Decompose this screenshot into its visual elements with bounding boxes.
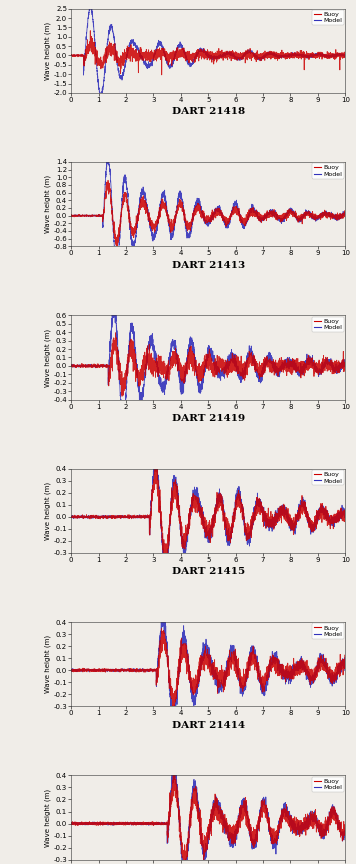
X-axis label: DART 21413: DART 21413 (172, 261, 245, 270)
Y-axis label: Wave height (m): Wave height (m) (44, 22, 51, 79)
X-axis label: DART 21419: DART 21419 (172, 414, 245, 423)
Y-axis label: Wave height (m): Wave height (m) (44, 482, 51, 540)
Legend: Buoy, Model: Buoy, Model (312, 777, 344, 792)
Y-axis label: Wave height (m): Wave height (m) (44, 635, 51, 693)
X-axis label: DART 21414: DART 21414 (172, 721, 245, 730)
Y-axis label: Wave height (m): Wave height (m) (44, 789, 51, 847)
X-axis label: DART 21415: DART 21415 (172, 568, 245, 576)
X-axis label: DART 21418: DART 21418 (172, 107, 245, 117)
Y-axis label: Wave height (m): Wave height (m) (44, 175, 51, 233)
Legend: Buoy, Model: Buoy, Model (312, 470, 344, 486)
Legend: Buoy, Model: Buoy, Model (312, 316, 344, 332)
Legend: Buoy, Model: Buoy, Model (312, 10, 344, 25)
Legend: Buoy, Model: Buoy, Model (312, 163, 344, 179)
Y-axis label: Wave height (m): Wave height (m) (44, 328, 51, 386)
Legend: Buoy, Model: Buoy, Model (312, 623, 344, 638)
